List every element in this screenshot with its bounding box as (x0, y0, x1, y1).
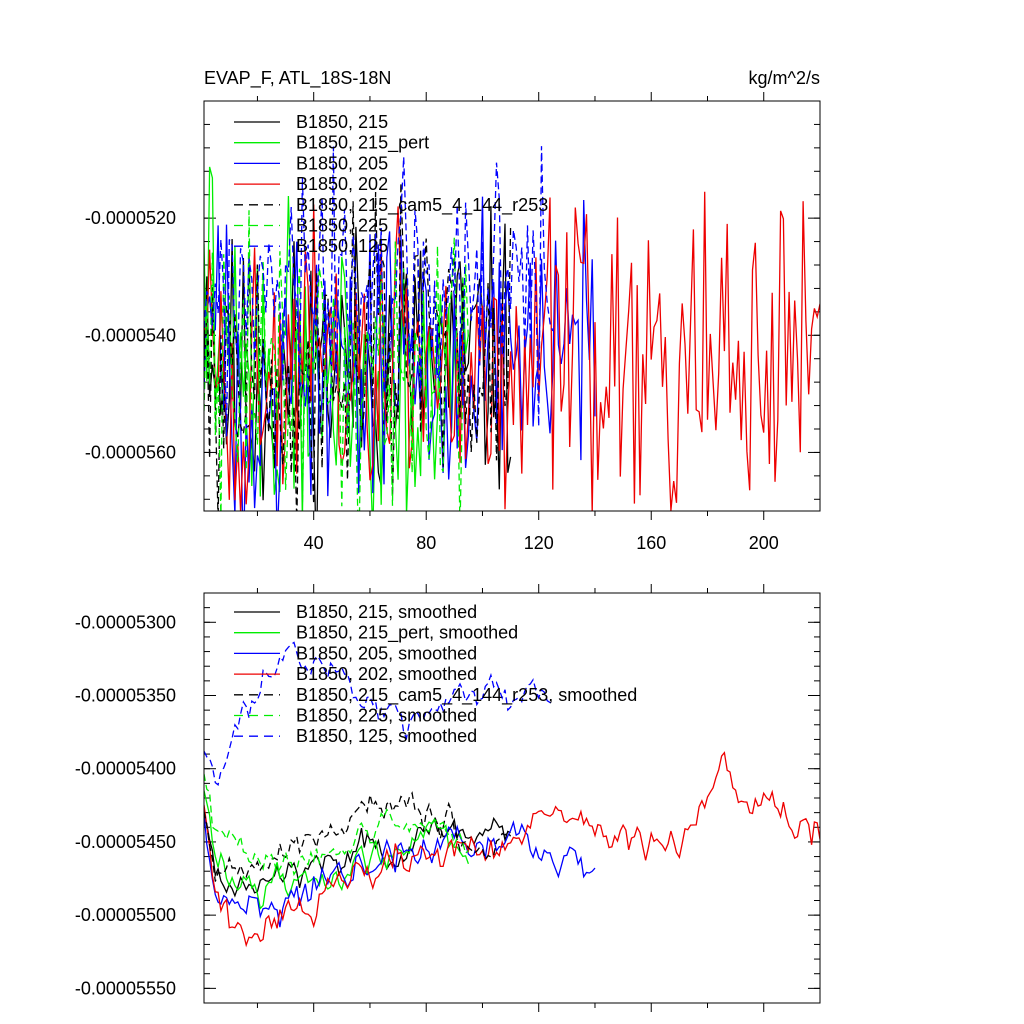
series-line (204, 751, 820, 948)
plot-frame (203, 592, 821, 1004)
units-label: kg/m^2/s (749, 68, 820, 88)
x-tick-label: 200 (749, 533, 779, 553)
legend-label: B1850, 215_pert (296, 133, 429, 154)
axis-tick-labels: 40 80 120 160 200 -0.0000520 -0.0000540 -0.0000… (85, 208, 779, 553)
legend-label: B1850, 125, smoothed (296, 726, 477, 746)
x-tick-label: 120 (524, 533, 554, 553)
axis-ticks (204, 584, 820, 1012)
legend-label: B1850, 205 (296, 153, 388, 173)
legend-label: B1850, 215_cam5_4_144_r253, smoothed (296, 685, 637, 706)
legend-label: B1850, 205, smoothed (296, 643, 477, 663)
legend-label: B1850, 125 (296, 236, 388, 256)
y-tick-label: -0.00005300 (75, 612, 176, 632)
series-line (204, 790, 470, 910)
plot-lines (204, 146, 820, 511)
plot-frame (203, 100, 821, 512)
y-tick-label: -0.0000540 (85, 325, 176, 345)
series-line (204, 812, 596, 928)
series-line (204, 791, 512, 882)
y-tick-label: -0.00005550 (75, 978, 176, 998)
y-tick-label: -0.00005500 (75, 905, 176, 925)
series-line (204, 191, 820, 511)
x-tick-label: 160 (636, 533, 666, 553)
x-tick-label: 40 (304, 533, 324, 553)
series-line (204, 206, 512, 511)
x-tick-label: 80 (416, 533, 436, 553)
legend-label: B1850, 225, smoothed (296, 706, 477, 726)
series-line (204, 773, 469, 877)
series-line (204, 146, 554, 437)
y-tick-label: -0.00005450 (75, 832, 176, 852)
chart-title: EVAP_F, ATL_18S-18N (204, 68, 391, 89)
legend-label: B1850, 215, smoothed (296, 602, 477, 622)
y-tick-label: -0.0000520 (85, 208, 176, 228)
plot-lines (204, 641, 820, 948)
series-line (204, 182, 512, 511)
legend-label: B1850, 202 (296, 174, 388, 194)
series-line (204, 813, 511, 898)
series-line (204, 641, 553, 786)
legend-label: B1850, 202, smoothed (296, 664, 477, 684)
axis-tick-labels: -0.00005300 -0.00005350 -0.00005400 -0.0000… (75, 612, 176, 998)
panel-bottom: -0.00005300 -0.00005350 -0.00005400 -0.0000… (75, 584, 821, 1012)
y-tick-label: -0.0000560 (85, 442, 176, 462)
legend-label: B1850, 215 (296, 112, 388, 132)
y-tick-label: -0.00005400 (75, 759, 176, 779)
legend-label: B1850, 215_cam5_4_144_r253 (296, 195, 548, 216)
panel-top: EVAP_F, ATL_18S-18N kg/m^2/s 40 80 120 160 2… (85, 68, 821, 553)
legend-label: B1850, 215_pert, smoothed (296, 623, 518, 644)
y-tick-label: -0.00005350 (75, 686, 176, 706)
legend-label: B1850, 225 (296, 216, 388, 236)
